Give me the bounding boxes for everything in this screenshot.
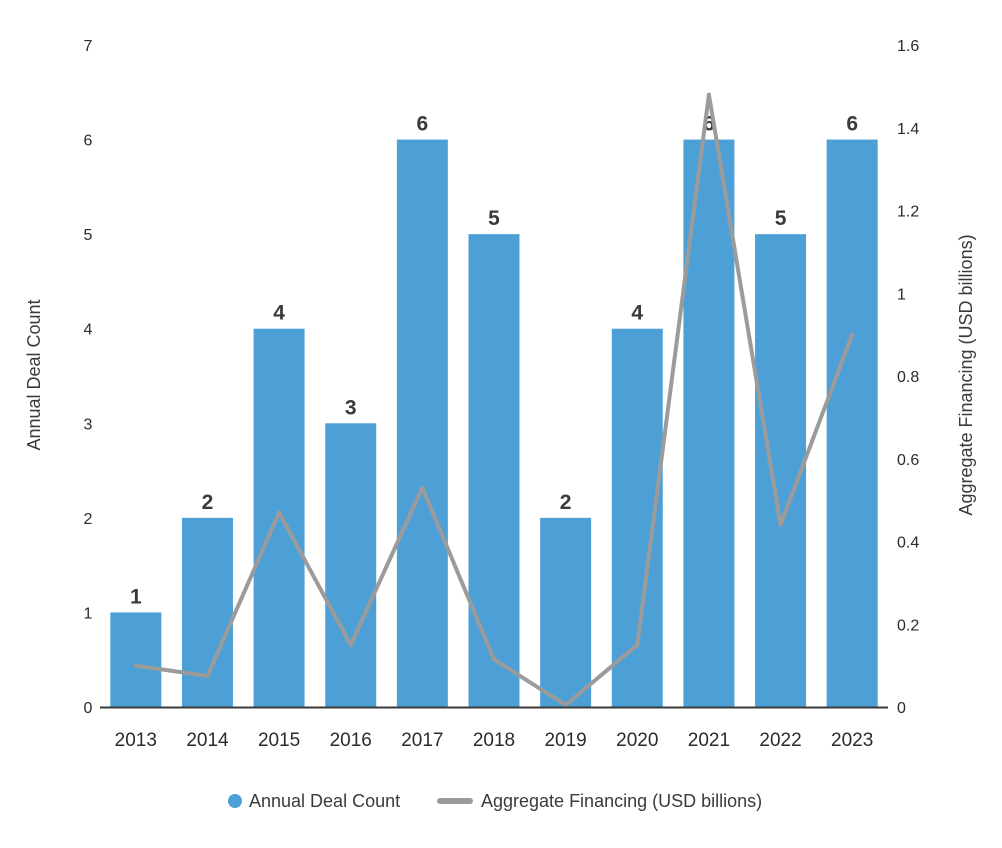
y-right-axis-label: Aggregate Financing (USD billions) [956, 234, 976, 515]
x-tick-label: 2015 [258, 730, 300, 751]
y-right-tick-label: 1.6 [897, 38, 919, 55]
line-point [133, 663, 138, 668]
line-point [348, 642, 353, 647]
bar-data-label: 6 [417, 113, 429, 136]
y-right-tick-label: 0.8 [897, 369, 919, 386]
line-point [563, 702, 568, 707]
y-left-ticks: 0 1 2 3 4 5 6 7 [84, 38, 93, 717]
y-right-tick-label: 0.2 [897, 617, 919, 634]
bar-data-label: 6 [703, 113, 715, 136]
y-right-tick-label: 1 [897, 286, 906, 303]
line-series [133, 92, 855, 707]
bar [468, 234, 520, 707]
legend-swatch-bars [228, 794, 242, 808]
legend: Annual Deal Count Aggregate Financing (U… [228, 791, 762, 811]
y-left-tick-label: 1 [84, 605, 93, 622]
bar-data-labels: 1 2 4 3 6 5 2 4 6 5 6 [130, 113, 858, 609]
x-tick-label: 2016 [330, 730, 372, 751]
bar-data-label: 3 [345, 396, 357, 419]
x-tick-label: 2014 [186, 730, 229, 751]
y-left-tick-label: 6 [84, 133, 93, 150]
bar-data-label: 2 [202, 491, 214, 514]
bar [396, 139, 448, 708]
bar-data-label: 4 [273, 302, 285, 325]
bar [540, 517, 592, 707]
line-point [205, 673, 210, 678]
line-point [277, 510, 282, 515]
y-right-ticks: 0 0.2 0.4 0.6 0.8 1 1.2 1.4 1.6 [897, 38, 919, 717]
bar [325, 423, 377, 707]
bar-data-label: 1 [130, 585, 142, 608]
legend-label-line: Aggregate Financing (USD billions) [481, 791, 762, 811]
bar [110, 612, 162, 707]
y-right-tick-label: 1.2 [897, 204, 919, 221]
bar [181, 517, 233, 707]
legend-label-bars: Annual Deal Count [249, 791, 400, 811]
y-left-tick-label: 4 [84, 322, 93, 339]
y-left-tick-label: 5 [84, 227, 93, 244]
y-right-tick-label: 1.4 [897, 121, 919, 138]
line-point [420, 485, 425, 490]
bar [826, 139, 878, 708]
bar-data-label: 5 [488, 207, 500, 230]
line-point [492, 657, 496, 662]
x-tick-label: 2020 [616, 730, 658, 751]
x-tick-label: 2022 [759, 730, 801, 751]
x-tick-label: 2019 [544, 730, 586, 751]
y-left-tick-label: 3 [84, 416, 93, 433]
y-left-axis-label: Annual Deal Count [24, 299, 44, 450]
y-right-tick-label: 0.6 [897, 452, 919, 469]
bar [755, 234, 807, 707]
x-axis: 2013 2014 2015 2016 2017 2018 2019 2020 2021 2022… [100, 706, 888, 751]
y-right-tick-label: 0.4 [897, 535, 919, 552]
line-point [850, 332, 855, 337]
x-tick-label: 2013 [115, 730, 157, 751]
x-tick-label: 2021 [688, 730, 730, 751]
bar-data-label: 5 [775, 207, 787, 230]
y-left-tick-label: 7 [84, 38, 93, 55]
x-tick-label: 2023 [831, 730, 873, 751]
line-point [778, 522, 783, 527]
y-left-tick-label: 2 [84, 511, 93, 528]
bar-data-label: 6 [846, 113, 858, 136]
x-tick-label: 2017 [401, 730, 443, 751]
bar-data-label: 2 [560, 491, 572, 514]
bar-data-label: 4 [631, 302, 643, 325]
y-left-tick-label: 0 [84, 700, 93, 717]
y-right-tick-label: 0 [897, 700, 906, 717]
line-point [635, 642, 640, 647]
bar [253, 328, 305, 707]
line-point [706, 92, 711, 97]
x-tick-label: 2018 [473, 730, 515, 751]
